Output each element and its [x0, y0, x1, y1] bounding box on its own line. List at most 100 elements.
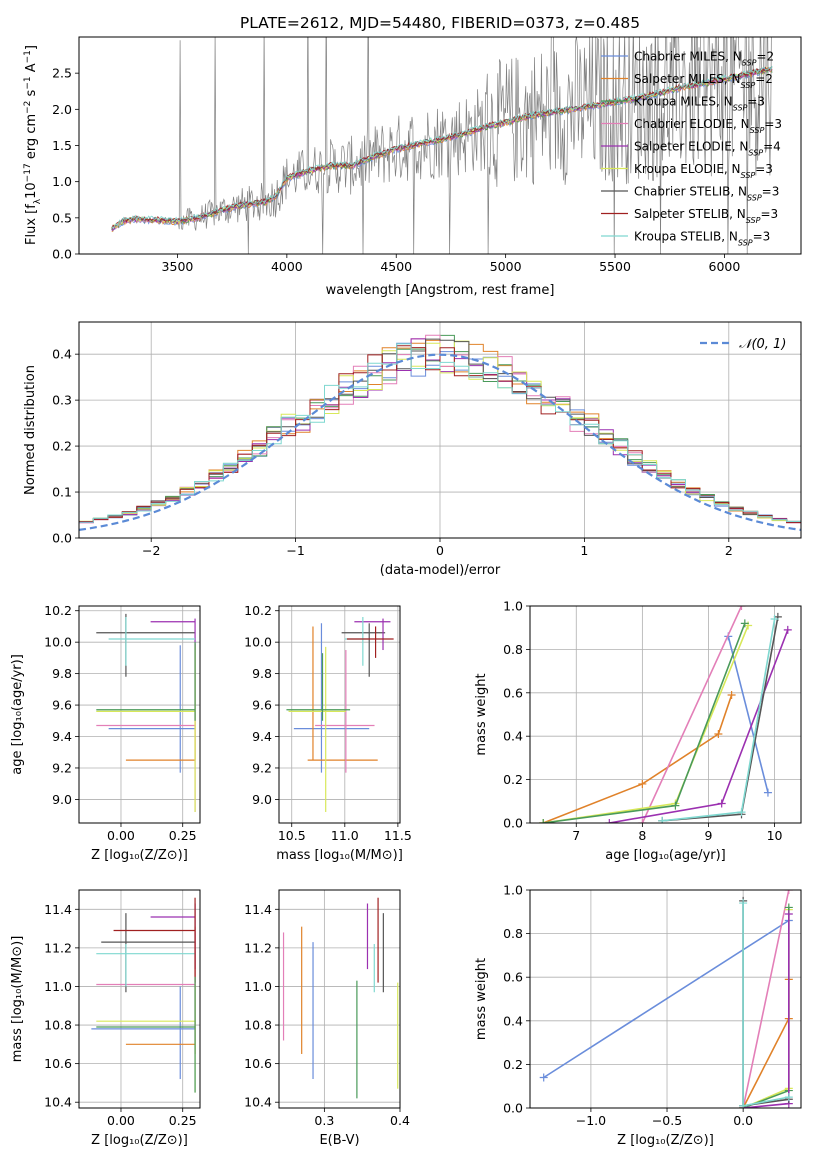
y-tick-label: 2.5 — [52, 66, 72, 81]
axes-frame — [278, 889, 401, 1109]
x-axis-label: Z [log₁₀(Z/Z⊙)] — [91, 848, 188, 863]
tick-group: 0.3 0.4 10.4 10.6 10.8 11.0 11.2 11.4 — [244, 890, 410, 1128]
legend-label-text: Salpeter ELODIE, N — [634, 140, 748, 154]
y-tick-label: 10.6 — [44, 1056, 72, 1071]
legend-label: Chabrier STELIB, NSSP=3 — [634, 185, 779, 203]
x-tick-label: 3500 — [162, 259, 194, 274]
y-tick-label: 0.0 — [52, 247, 72, 262]
y-tick-label: 0.4 — [52, 347, 72, 362]
legend-spectrum: Chabrier MILES, NSSP=2 Salpeter MILES, NS… — [601, 50, 782, 248]
legend-label-sub: SSP — [748, 148, 763, 157]
y-tick-label: 1.5 — [52, 138, 72, 153]
series-marker — [784, 1093, 793, 1102]
y-tick-label: 9.4 — [52, 729, 72, 744]
y-tick-label: 10.0 — [244, 635, 272, 650]
legend-label-sub: SSP — [741, 81, 756, 90]
tick-group: 3500 4000 4500 5000 5500 6000 0.0 0.5 1.0 1.5 2.0 2… — [52, 66, 740, 274]
y-tick-label: 1.0 — [503, 599, 523, 614]
y-tick-label: 0.2 — [52, 439, 72, 454]
y-axis-label-part: Flux [f — [24, 204, 39, 245]
y-axis-label-part: −2 — [23, 101, 33, 114]
y-tick-label: 0.6 — [503, 970, 523, 985]
y-tick-label: 0.3 — [52, 393, 72, 408]
tick-group: −1.0 −0.5 0.0 0.0 0.2 0.4 0.6 0.8 1.0 — [503, 883, 801, 1128]
series-marker — [671, 801, 680, 810]
legend-label: 𝒩(0, 1) — [739, 337, 786, 352]
y-tick-label: 0.8 — [503, 926, 523, 941]
x-tick-label: 0.3 — [314, 1113, 334, 1128]
legend-label-suffix: =3 — [747, 95, 765, 109]
x-tick-label: 6000 — [709, 259, 741, 274]
legend-label: Kroupa ELODIE, NSSP=3 — [634, 162, 773, 180]
series-line — [543, 625, 749, 823]
spectrum-plot — [111, 37, 773, 254]
x-axis-label: E(B-V) — [319, 1133, 359, 1148]
y-axis-label-part: λ — [33, 198, 43, 204]
y-tick-label: 0.2 — [503, 772, 523, 787]
legend-label: Salpeter MILES, NSSP=2 — [634, 72, 773, 90]
x-tick-label: 5000 — [490, 259, 522, 274]
series-line — [543, 623, 746, 823]
x-axis-label: Z [log₁₀(Z/Z⊙)] — [617, 1133, 714, 1148]
x-tick-label: 9 — [704, 828, 712, 843]
series-line — [662, 616, 779, 822]
model-spectrum-line — [111, 65, 773, 229]
series-marker — [714, 730, 723, 739]
y-tick-label: 2.0 — [52, 102, 72, 117]
axes-frame — [78, 321, 802, 539]
legend-label: Kroupa MILES, NSSP=3 — [634, 95, 765, 113]
x-tick-label: −1 — [286, 543, 304, 558]
y-tick-label: 0.0 — [503, 816, 523, 831]
y-tick-label: 10.2 — [44, 603, 72, 618]
x-tick-label: −2 — [142, 543, 160, 558]
legend-label-sub: SSP — [742, 58, 757, 67]
series-marker — [770, 615, 779, 624]
legend-label-suffix: =3 — [753, 230, 771, 244]
series-marker — [658, 816, 667, 823]
series-line — [609, 629, 789, 823]
mass_weight_vs_age-plot — [539, 606, 792, 823]
legend-label: Salpeter STELIB, NSSP=3 — [634, 207, 778, 225]
y-tick-label: 1.0 — [503, 883, 523, 898]
tick-group: −2 −1 0 1 2 0.0 0.1 0.2 0.3 0.4 — [52, 322, 801, 558]
x-tick-label: 0.4 — [390, 1113, 410, 1128]
x-tick-label: 7 — [572, 828, 580, 843]
series-marker — [717, 799, 726, 808]
y-tick-label: 10.4 — [44, 1095, 72, 1110]
x-tick-label: 8 — [638, 828, 646, 843]
y-tick-label: 1.0 — [52, 174, 72, 189]
series-line — [727, 636, 769, 793]
legend-label-text: Chabrier MILES, N — [634, 50, 742, 64]
axes-frame — [78, 605, 201, 824]
y-tick-label: 11.2 — [244, 940, 272, 955]
y-axis-label: mass weight — [474, 958, 489, 1040]
y-axis-label-part: 10 — [24, 182, 39, 199]
y-tick-label: 11.4 — [44, 902, 72, 917]
series-marker — [539, 819, 548, 823]
y-tick-label: 11.4 — [244, 902, 272, 917]
y-tick-label: 10.0 — [44, 635, 72, 650]
y-axis-label-part: erg cm — [24, 114, 39, 163]
legend-label: Kroupa STELIB, NSSP=3 — [634, 230, 770, 248]
legend-label-suffix: =3 — [764, 117, 782, 131]
y-tick-label: 10.8 — [244, 1018, 272, 1033]
y-tick-label: 9.0 — [52, 792, 72, 807]
series-line — [542, 694, 733, 823]
legend-label-suffix: =3 — [760, 207, 778, 221]
legend-label-text: Kroupa ELODIE, N — [634, 162, 741, 176]
legend-label: Salpeter ELODIE, NSSP=4 — [634, 140, 781, 158]
series-marker — [740, 619, 749, 628]
series-marker — [784, 909, 793, 918]
y-tick-label: 9.0 — [252, 792, 272, 807]
series-marker — [727, 690, 736, 699]
x-axis-label: wavelength [Angstrom, rest frame] — [326, 283, 555, 298]
y-axis-label-part: −1 — [23, 50, 33, 63]
y-axis-label: Flux [fλ10−17 erg cm−2 s−1 A−1] — [23, 45, 43, 245]
y-tick-label: 0.1 — [52, 485, 72, 500]
series-marker — [739, 1101, 748, 1108]
x-axis-label: (data-model)/error — [380, 563, 501, 578]
y-axis-label: mass [log₁₀(M/M⊙)] — [10, 936, 25, 1063]
tick-group: 0.00 0.25 10.4 10.6 10.8 11.0 11.2 11.4 — [44, 890, 200, 1128]
legend-label: Chabrier MILES, NSSP=2 — [634, 50, 774, 68]
